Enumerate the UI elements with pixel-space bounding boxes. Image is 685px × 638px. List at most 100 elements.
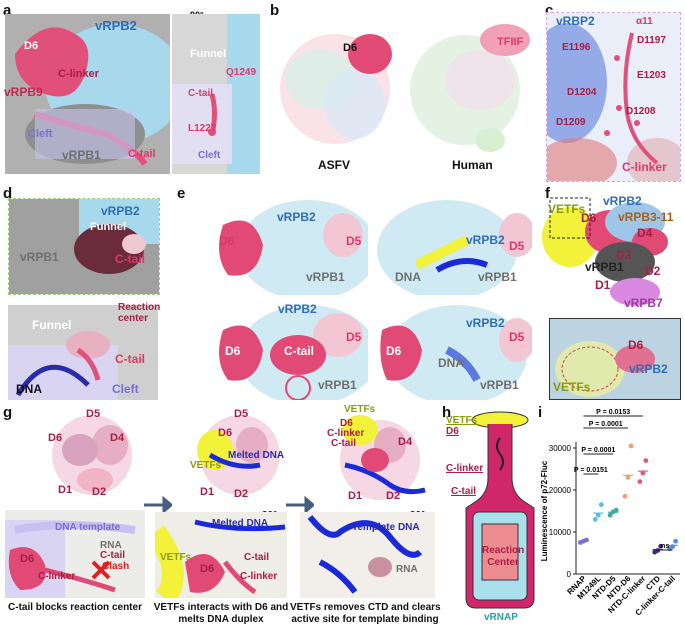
panel-g-stage3-bottom [300, 512, 435, 598]
c-c-linker: C-linker [622, 160, 667, 174]
d-reaction-center: Reaction center [118, 302, 161, 324]
panel-f-letter: f [545, 185, 550, 202]
f-d1: D1 [595, 278, 611, 292]
p-value-label: P = 0.0153 [596, 409, 630, 416]
h-vetfs: VETFs [446, 415, 478, 426]
data-point [658, 543, 664, 549]
h-d6: D6 [446, 426, 459, 437]
e-d5-1: D5 [346, 234, 362, 248]
h-c-linker: C-linker [446, 463, 484, 474]
g2-vetfs: VETFs [190, 460, 222, 471]
g-arrow-1 [144, 495, 172, 515]
data-point [643, 458, 649, 463]
g1-c-linker: C-linker [38, 571, 76, 582]
g1-dna-template: DNA template [55, 522, 121, 533]
panel-c-letter: c [545, 2, 554, 19]
p-value-label: P = 0.0151 [574, 467, 608, 474]
panel-f-zoom-surface [550, 319, 680, 399]
panel-g-stage3-top [340, 415, 426, 500]
g2-d6: D6 [218, 427, 233, 439]
e-vrpb1-1: vRPB1 [306, 270, 345, 284]
d-cleft: Cleft [112, 382, 139, 396]
f-vrpb2: vRPB2 [603, 194, 642, 208]
g2-vetfs2: VETFs [160, 552, 192, 563]
a-d6: D6 [24, 40, 39, 52]
g3-rna: RNA [396, 564, 418, 575]
c-d1208: D1208 [626, 106, 656, 117]
c-d1197: D1197 [637, 35, 666, 46]
f-d6: D6 [581, 211, 597, 225]
g2-d5: D5 [234, 408, 249, 420]
d-vrpb1: vRPB1 [20, 250, 59, 264]
g3-d4: D4 [398, 436, 413, 448]
f-vrpb2b: vRPB2 [629, 362, 668, 376]
panel-b-asfv-structure [280, 34, 392, 144]
data-point [592, 517, 598, 522]
y-axis-label: Luminescence of p72-Fluc [540, 460, 549, 561]
data-point [622, 493, 628, 499]
g1-d6b: D6 [20, 553, 35, 565]
panel-d-surface-2 [8, 305, 158, 400]
data-point [625, 475, 631, 480]
g1-d1: D1 [58, 484, 73, 496]
g2-d1: D1 [200, 486, 215, 498]
e-d5-4: D5 [509, 330, 525, 344]
a-c-linker: C-linker [58, 68, 99, 80]
g3-d1: D1 [348, 490, 363, 502]
a-funnel: Funnel [190, 48, 227, 60]
panel-b-letter: b [270, 2, 280, 19]
panel-b-human-structure [410, 24, 530, 152]
g3-c-linker: C-linker [327, 428, 365, 439]
panel-g-stage1-bottom [5, 510, 145, 598]
panel-a-structure-2 [172, 14, 260, 174]
e-d6-1: D6 [219, 234, 235, 248]
a-cleft2: Cleft [198, 150, 221, 161]
g2-c-linker: C-linker [240, 571, 278, 582]
g1-clash: Clash [102, 561, 130, 572]
panel-d-image-2 [8, 305, 158, 400]
h-vrnap: vRNAP [484, 612, 518, 623]
panel-i-letter: i [538, 404, 543, 421]
panel-d-surface-1 [9, 199, 159, 294]
panel-e-structure-4 [377, 300, 532, 400]
b-human: Human [452, 158, 493, 172]
panel-e-letter: e [177, 185, 186, 202]
panel-g-letter: g [3, 404, 13, 421]
d-funnel: Funnel [90, 221, 127, 233]
d-funnel2: Funnel [32, 318, 72, 332]
g1-d4: D4 [110, 432, 125, 444]
d-dna: DNA [16, 382, 42, 396]
g-caption-1: C-tail blocks reaction center [8, 602, 142, 613]
panel-a-image-1 [5, 14, 170, 174]
e-vrpb1-3: vRPB1 [318, 378, 357, 392]
g-caption-3: VETFs removes CTD and clears active site… [290, 602, 441, 625]
y-tick-label: 30000 [549, 444, 572, 453]
g1-d6: D6 [48, 432, 63, 444]
a-vrpb2: vRPB2 [95, 18, 137, 33]
y-tick-label: 0 [567, 570, 572, 579]
panel-d-image-1 [8, 198, 160, 295]
g1-rna: RNA [100, 540, 122, 551]
g1-c-tail: C-tail [100, 550, 125, 561]
g2-d2: D2 [234, 488, 249, 500]
g3-d2: D2 [386, 490, 401, 502]
a-vrpb9: vRPB9 [4, 85, 43, 99]
a-q1249: Q1249 [226, 67, 257, 78]
g3-template: Template DNA [352, 522, 420, 533]
a-c-tail: C-tail [128, 148, 156, 160]
e-vrpb2-1: vRPB2 [277, 210, 316, 224]
e-vrpb2-3: vRPB2 [278, 302, 317, 316]
panel-g-stage1-top [52, 415, 132, 495]
g3-vetfs: VETFs [344, 404, 376, 415]
c-a11: α11 [636, 16, 653, 27]
h-reaction: Reaction Center [482, 545, 525, 568]
panel-h-diagram [465, 411, 535, 609]
panel-g-stage2-top [197, 415, 280, 495]
d-c-tail: C-tail [115, 252, 145, 266]
g2-melted: Melted DNA [228, 450, 285, 461]
panel-c-surface [547, 13, 680, 181]
panel-f-structure-1 [542, 197, 668, 306]
e-d6-3: D6 [225, 344, 241, 358]
panel-g-stage2-bottom [155, 512, 287, 598]
f-vrpb1: vRPB1 [585, 260, 624, 274]
